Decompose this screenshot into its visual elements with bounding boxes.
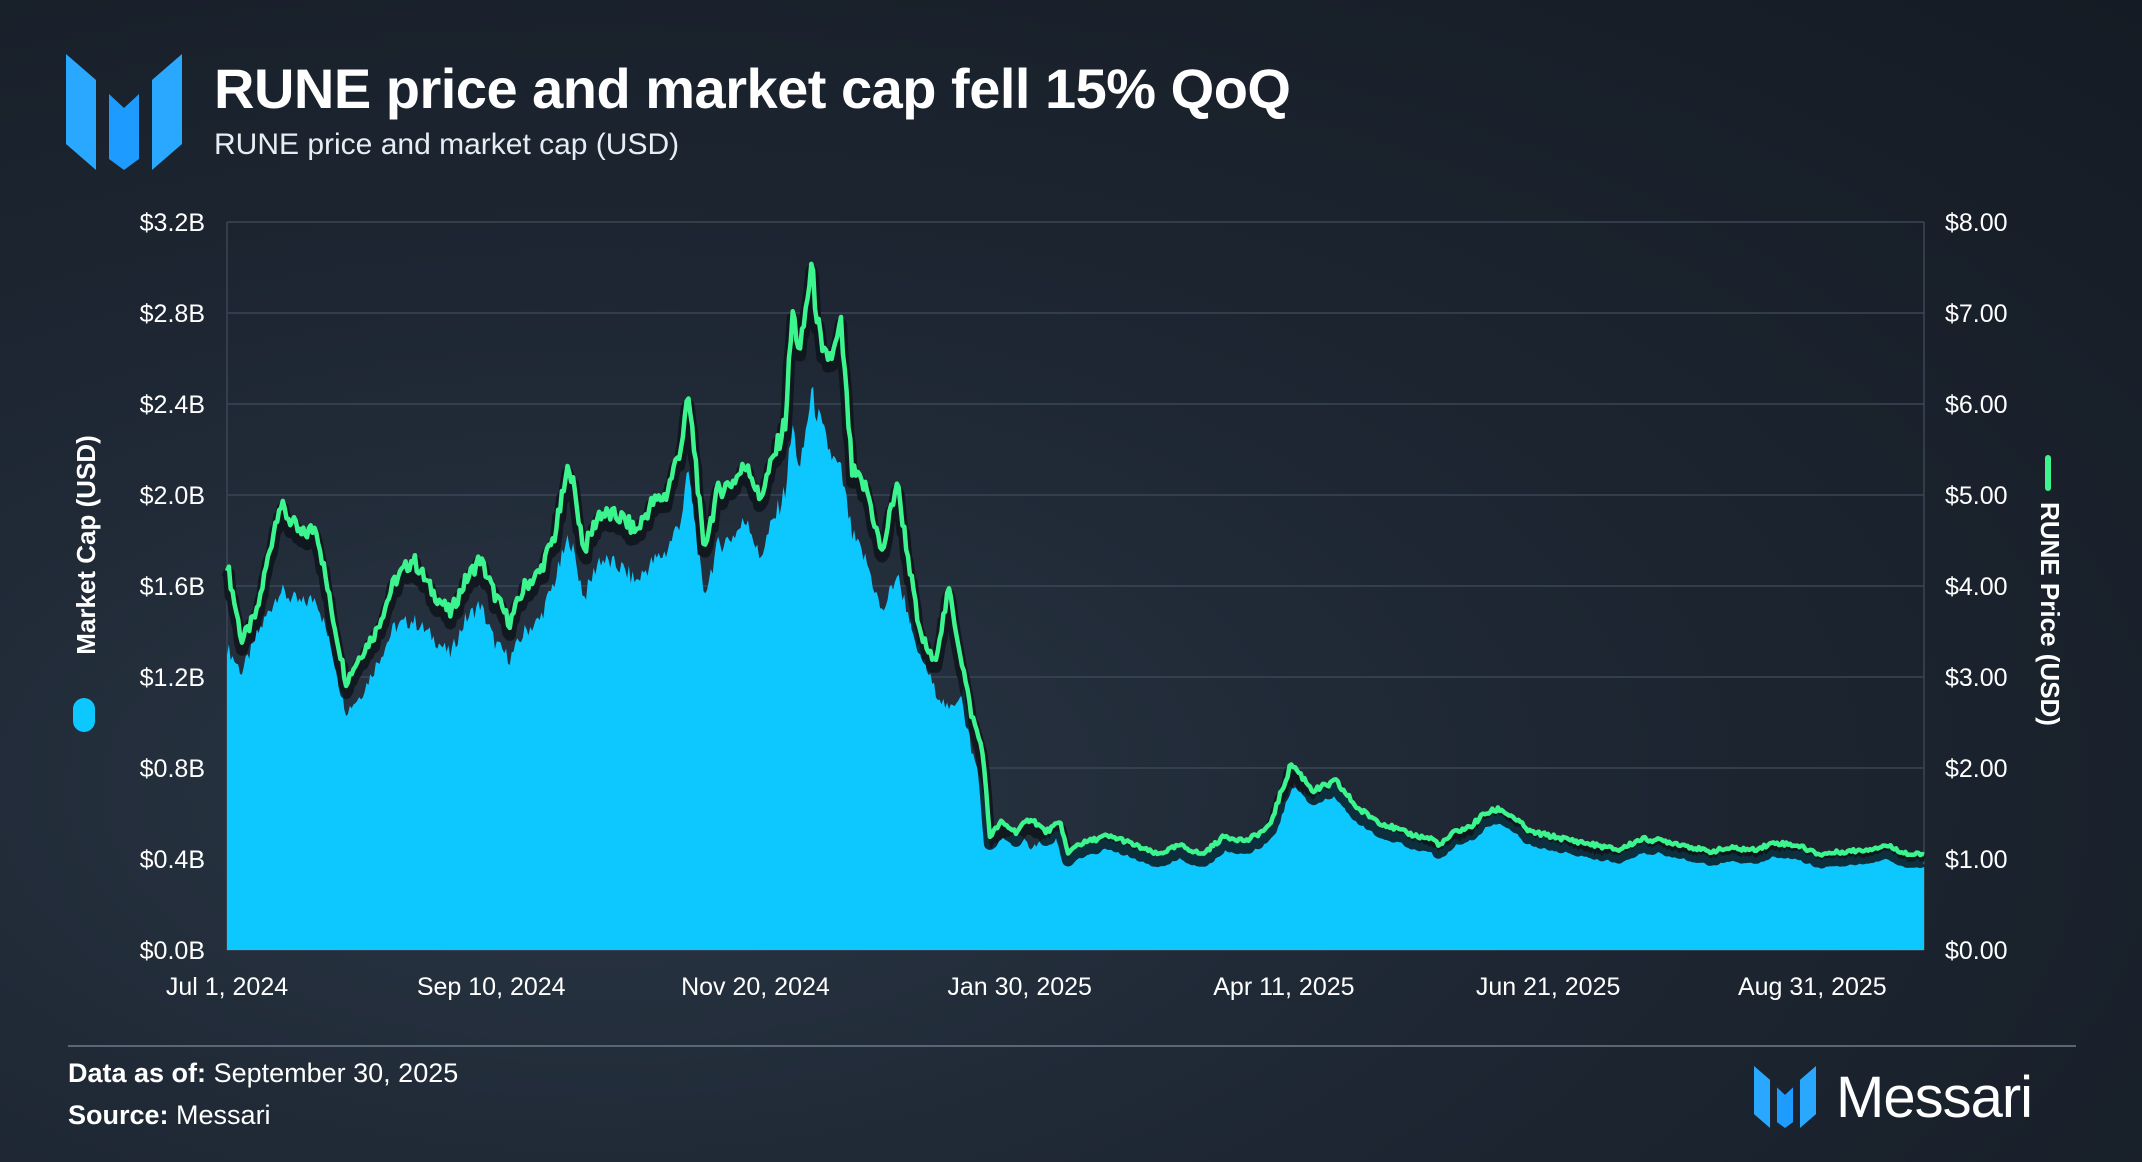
right-legend-swatch bbox=[2045, 455, 2051, 491]
price-line bbox=[224, 261, 1925, 858]
chart-subtitle: RUNE price and market cap (USD) bbox=[214, 128, 680, 161]
left-axis-title: Market Cap (USD) bbox=[71, 435, 101, 655]
market-cap-area bbox=[227, 386, 1924, 951]
messari-logo bbox=[66, 54, 182, 170]
right-tick-label: $6.00 bbox=[1945, 391, 2008, 419]
messari-brand-mark bbox=[1754, 1066, 1816, 1128]
right-tick-label: $1.00 bbox=[1945, 846, 2008, 874]
right-axis-title-group: RUNE Price (USD) bbox=[2035, 455, 2065, 726]
x-tick-label: Aug 31, 2025 bbox=[1738, 973, 1887, 1001]
brand-name: Messari bbox=[1836, 1064, 2033, 1130]
footer-divider bbox=[68, 1045, 2076, 1047]
right-axis-ticks: $0.00 $1.00 $2.00 $3.00 $4.00 $5.00 $6.00 $7.00… bbox=[1945, 209, 2008, 965]
left-tick-label: $1.2B bbox=[140, 664, 205, 692]
data-as-of-label: Data as of: bbox=[68, 1058, 207, 1088]
left-tick-label: $0.8B bbox=[140, 755, 205, 783]
right-tick-label: $8.00 bbox=[1945, 209, 2008, 237]
right-tick-label: $5.00 bbox=[1945, 482, 2008, 510]
x-tick-label: Jun 21, 2025 bbox=[1476, 973, 1621, 1001]
left-tick-label: $0.4B bbox=[140, 846, 205, 874]
left-tick-label: $2.4B bbox=[140, 391, 205, 419]
x-tick-label: Jan 30, 2025 bbox=[947, 973, 1092, 1001]
left-tick-label: $2.0B bbox=[140, 482, 205, 510]
x-tick-label: Sep 10, 2024 bbox=[417, 973, 566, 1001]
data-as-of-value: September 30, 2025 bbox=[213, 1058, 459, 1088]
left-tick-label: $3.2B bbox=[140, 209, 205, 237]
data-as-of: Data as of: September 30, 2025 bbox=[68, 1058, 458, 1089]
right-tick-label: $0.00 bbox=[1945, 937, 2008, 965]
right-tick-label: $7.00 bbox=[1945, 300, 2008, 328]
right-tick-label: $4.00 bbox=[1945, 573, 2008, 601]
source-value: Messari bbox=[176, 1100, 271, 1130]
right-tick-label: $2.00 bbox=[1945, 755, 2008, 783]
x-tick-label: Nov 20, 2024 bbox=[681, 973, 830, 1001]
price-line-shadow bbox=[221, 264, 1929, 869]
chart-title: RUNE price and market cap fell 15% QoQ bbox=[214, 57, 1291, 120]
left-tick-label: $1.6B bbox=[140, 573, 205, 601]
source-label: Source: bbox=[68, 1100, 169, 1130]
left-tick-label: $2.8B bbox=[140, 300, 205, 328]
x-axis-ticks: Jul 1, 2024 Sep 10, 2024 Nov 20, 2024 Jan 3… bbox=[166, 973, 1887, 1001]
left-legend-swatch bbox=[73, 698, 95, 732]
x-tick-label: Jul 1, 2024 bbox=[166, 973, 288, 1001]
right-tick-label: $3.00 bbox=[1945, 664, 2008, 692]
left-tick-label: $0.0B bbox=[140, 937, 205, 965]
left-axis-title-group: Market Cap (USD) bbox=[71, 435, 101, 732]
source: Source: Messari bbox=[68, 1100, 271, 1131]
left-axis-ticks: $0.0B $0.4B $0.8B $1.2B $1.6B $2.0B $2.4B $2.8B… bbox=[140, 209, 205, 965]
right-axis-title: RUNE Price (USD) bbox=[2035, 502, 2065, 726]
brand: Messari bbox=[1752, 1064, 2033, 1130]
x-tick-label: Apr 11, 2025 bbox=[1213, 973, 1354, 1001]
